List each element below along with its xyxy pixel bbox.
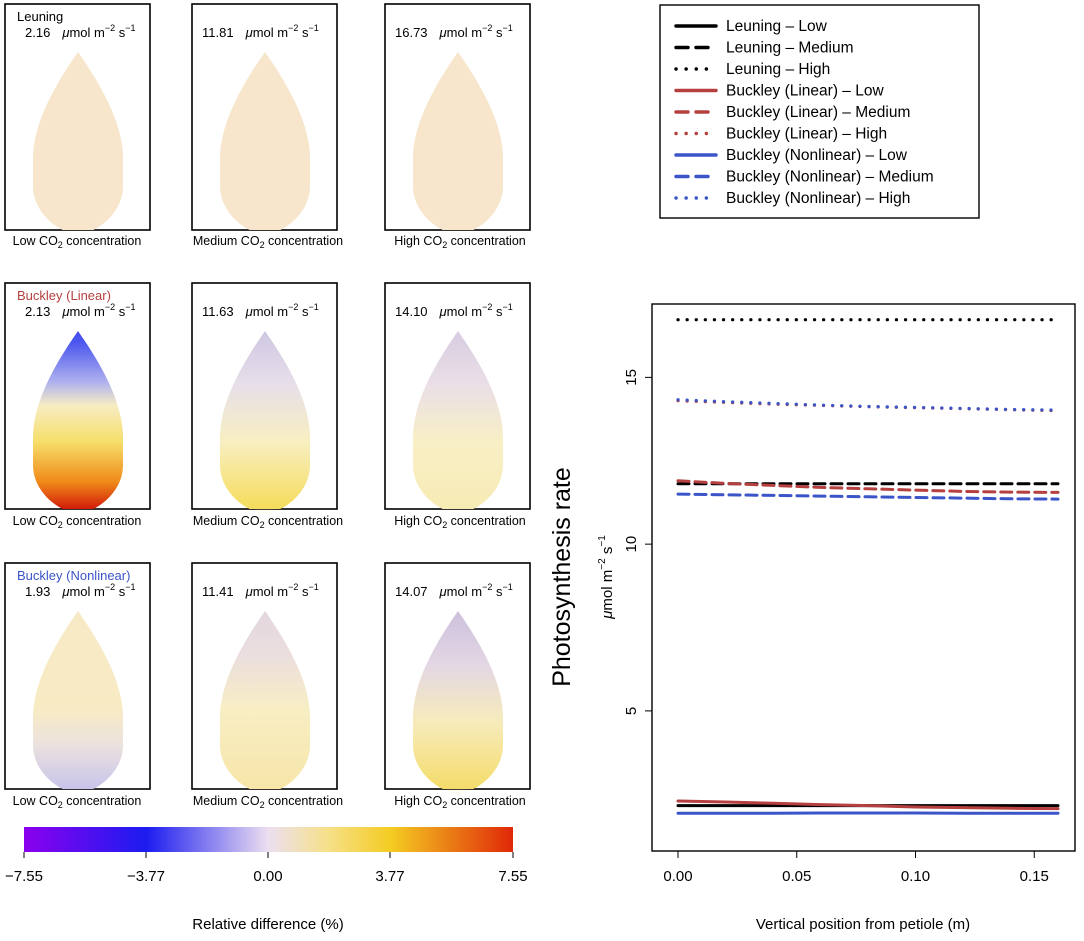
legend-label: Leuning – Medium xyxy=(726,40,854,57)
series-layer xyxy=(676,318,1060,815)
co2-label: Low CO2 concentration xyxy=(13,794,142,810)
rate-label: 1.93 μmol m−2 s−1 xyxy=(25,582,135,599)
model-label: Leuning xyxy=(17,9,63,24)
colorbar-title: Relative difference (%) xyxy=(192,916,343,933)
colorbar-tick-label: 7.55 xyxy=(498,868,527,885)
rate-label: 11.63 μmol m−2 s−1 xyxy=(202,302,319,319)
co2-label: Medium CO2 concentration xyxy=(193,514,343,530)
colorbar: −7.55 −3.77 0.00 3.77 7.55 Relative diff… xyxy=(5,827,528,933)
model-label: Buckley (Linear) xyxy=(17,288,111,303)
legend-label: Buckley (Nonlinear) – Low xyxy=(726,147,908,164)
plot-frame xyxy=(651,303,1076,852)
model-label: Buckley (Nonlinear) xyxy=(17,568,130,583)
colorbar-tick-label: 3.77 xyxy=(375,868,404,885)
y-tick-label: 5 xyxy=(623,707,640,715)
x-tick-label: 0.15 xyxy=(1020,868,1049,885)
legend-label: Buckley (Linear) – Medium xyxy=(726,104,910,121)
co2-label: Medium CO2 concentration xyxy=(193,794,343,810)
axes-layer: 0.00 0.05 0.10 0.15 5 10 15 xyxy=(623,369,1049,885)
colorbar-gradient xyxy=(24,827,513,852)
legend-label: Leuning – High xyxy=(726,61,830,78)
series-line xyxy=(676,799,1060,811)
leaf-hotspot xyxy=(58,743,98,794)
legend-box xyxy=(659,4,980,219)
co2-label: Low CO2 concentration xyxy=(13,514,142,530)
co2-label: High CO2 concentration xyxy=(394,794,526,810)
line-chart: 0.00 0.05 0.10 0.15 5 10 15 Photosynthesis rat… xyxy=(548,303,1076,933)
leaf-hotspot xyxy=(235,453,295,514)
colorbar-tick-label: 0.00 xyxy=(253,868,282,885)
x-tick-label: 0.00 xyxy=(663,868,692,885)
colorbar-ticks: −7.55 −3.77 0.00 3.77 7.55 xyxy=(5,852,528,885)
leaf-panel-nonlinear-low: Buckley (Nonlinear) 1.93 μmol m−2 s−1 xyxy=(4,562,151,794)
colorbar-tick-label: −3.77 xyxy=(127,868,165,885)
co2-label: Low CO2 concentration xyxy=(13,234,142,250)
y-axis-unit: μmol m−2 s−1 xyxy=(597,535,616,620)
leaf-panel-leuning-medium: 11.81 μmol m−2 s−1 xyxy=(191,3,338,231)
leaf-panel-linear-low: Buckley (Linear) 2.13 μmol m−2 s−1 xyxy=(4,282,151,514)
rate-label: 11.81 μmol m−2 s−1 xyxy=(202,23,319,40)
y-axis-label: Photosynthesis rate xyxy=(548,467,576,687)
legend: Leuning – Low Leuning – Medium Leuning – H… xyxy=(659,4,980,219)
rate-label: 14.07 μmol m−2 s−1 xyxy=(395,582,513,599)
series-line xyxy=(676,492,1060,501)
rate-label: 2.16 μmol m−2 s−1 xyxy=(25,23,135,40)
leaf-hotspot xyxy=(44,446,112,514)
series-line xyxy=(676,479,1060,494)
x-axis-label: Vertical position from petiole (m) xyxy=(756,916,970,933)
legend-label: Buckley (Linear) – Low xyxy=(726,83,884,100)
legend-label: Buckley (Linear) – High xyxy=(726,126,887,143)
rate-label: 16.73 μmol m−2 s−1 xyxy=(395,23,513,40)
rate-label: 14.10 μmol m−2 s−1 xyxy=(395,302,513,319)
rate-label: 2.13 μmol m−2 s−1 xyxy=(25,302,135,319)
leaf-panel-leuning-high: 16.73 μmol m−2 s−1 xyxy=(384,3,531,231)
co2-label: High CO2 concentration xyxy=(394,234,526,250)
y-tick-label: 15 xyxy=(623,369,640,386)
series-line xyxy=(676,398,1060,412)
x-tick-label: 0.10 xyxy=(901,868,930,885)
leaf-panel-linear-high: 14.10 μmol m−2 s−1 xyxy=(384,282,531,510)
legend-label: Leuning – Low xyxy=(726,18,828,35)
leaf-panel-nonlinear-medium: 11.41 μmol m−2 s−1 xyxy=(191,562,338,790)
x-tick-label: 0.05 xyxy=(782,868,811,885)
co2-label: Medium CO2 concentration xyxy=(193,234,343,250)
colorbar-tick-label: −7.55 xyxy=(5,868,43,885)
legend-label: Buckley (Nonlinear) – High xyxy=(726,190,910,207)
y-tick-label: 10 xyxy=(623,536,640,553)
legend-label: Buckley (Nonlinear) – Medium xyxy=(726,169,934,186)
leaf-panel-leuning-low: Leuning 2.16 μmol m−2 s−1 xyxy=(4,3,151,231)
rate-label: 11.41 μmol m−2 s−1 xyxy=(202,582,319,599)
co2-label: High CO2 concentration xyxy=(394,514,526,530)
leaf-hotspot xyxy=(430,737,486,794)
